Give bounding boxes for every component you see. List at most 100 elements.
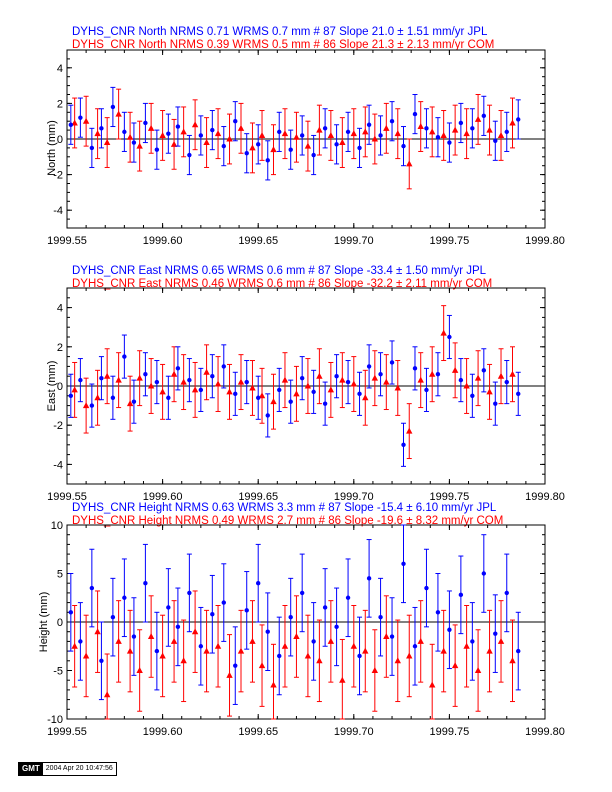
data-point-jpl	[244, 379, 249, 385]
data-point-com	[474, 374, 482, 381]
data-point-com	[474, 115, 482, 122]
data-point-jpl	[221, 143, 226, 149]
y-tick-label: -10	[47, 714, 63, 726]
data-point-com	[94, 394, 101, 401]
x-tick-label: 1999.65	[238, 726, 278, 738]
data-point-com	[440, 131, 447, 138]
y-axis-label: East (mm)	[46, 361, 58, 412]
data-point-jpl	[435, 372, 441, 377]
data-point-com	[191, 121, 199, 128]
data-point-com	[509, 370, 516, 377]
data-point-jpl	[256, 581, 261, 586]
data-point-com	[82, 402, 90, 409]
data-point-jpl	[345, 379, 351, 385]
data-point-jpl	[122, 354, 127, 359]
data-point-com	[170, 637, 178, 644]
data-point-jpl	[435, 610, 441, 615]
data-point-jpl	[470, 126, 475, 131]
data-point-com	[103, 139, 111, 146]
y-axis-label: Height (mm)	[38, 592, 50, 653]
data-point-com	[316, 372, 323, 379]
data-point-jpl	[481, 113, 487, 119]
data-point-jpl	[447, 627, 452, 632]
x-tick-label: 1999.65	[238, 235, 278, 247]
data-point-jpl	[122, 595, 127, 600]
data-point-com	[394, 384, 401, 391]
data-point-jpl	[458, 120, 464, 126]
x-tick-label: 1999.55	[47, 491, 87, 503]
data-point-jpl	[516, 648, 521, 654]
data-point-jpl	[493, 631, 498, 636]
data-point-jpl	[244, 608, 249, 613]
data-point-com	[463, 382, 470, 389]
data-point-com	[417, 637, 424, 644]
data-point-jpl	[89, 585, 95, 591]
data-point-jpl	[233, 119, 238, 124]
data-point-com	[406, 427, 413, 434]
data-point-com	[383, 633, 390, 640]
x-tick-label: 1999.65	[238, 491, 278, 503]
data-point-com	[362, 647, 369, 654]
data-point-com	[136, 374, 143, 381]
data-point-com	[440, 329, 447, 336]
data-point-jpl	[322, 401, 328, 406]
data-point-com	[451, 126, 459, 133]
data-point-com	[214, 642, 222, 649]
data-point-jpl	[493, 401, 498, 406]
data-point-com	[509, 119, 516, 126]
data-point-jpl	[334, 374, 339, 379]
data-point-jpl	[233, 663, 238, 668]
y-tick-label: -2	[53, 420, 63, 432]
data-point-com	[270, 398, 277, 405]
data-point-com	[71, 642, 78, 649]
data-point-jpl	[311, 389, 316, 395]
data-point-jpl	[504, 129, 509, 135]
panel-north: DYHS_CNR North NRMS 0.71 WRMS 0.7 mm # 8…	[46, 26, 565, 247]
data-point-com	[327, 131, 335, 138]
data-point-jpl	[288, 147, 293, 152]
data-point-jpl	[198, 133, 204, 138]
data-point-jpl	[99, 126, 104, 131]
data-point-jpl	[334, 624, 339, 630]
data-point-com	[191, 386, 199, 393]
timestamp: 2004 Apr 20 10:47:56	[42, 763, 116, 775]
data-point-jpl	[99, 658, 104, 663]
data-point-com	[497, 637, 505, 644]
data-point-com	[417, 123, 424, 130]
data-point-jpl	[458, 592, 464, 598]
data-point-jpl	[244, 151, 249, 156]
data-point-com	[463, 130, 470, 137]
data-point-com	[147, 124, 155, 131]
data-point-com	[82, 652, 90, 659]
y-tick-label: -4	[53, 459, 63, 471]
data-point-jpl	[221, 364, 226, 369]
data-point-jpl	[516, 391, 521, 397]
data-point-com	[237, 647, 245, 654]
title-line-jpl: DYHS_CNR Height NRMS 0.63 WRMS 3.3 mm # …	[72, 502, 497, 514]
title-line-com: DYHS_CNR Height NRMS 0.49 WRMS 2.7 mm # …	[72, 515, 503, 527]
data-point-com	[71, 119, 78, 126]
data-point-com	[428, 681, 436, 688]
data-point-com	[237, 378, 245, 385]
data-point-com	[258, 392, 266, 399]
data-point-com	[371, 374, 379, 381]
y-tick-label: -2	[53, 170, 63, 182]
y-tick-label: 0	[57, 381, 63, 393]
data-point-com	[293, 390, 300, 397]
data-point-com	[497, 131, 505, 138]
data-point-com	[440, 647, 447, 654]
panel-height: DYHS_CNR Height NRMS 0.63 WRMS 3.3 mm # …	[38, 502, 565, 738]
data-point-com	[406, 160, 413, 167]
data-point-jpl	[143, 120, 148, 126]
data-point-com	[383, 124, 390, 131]
data-point-com	[486, 647, 493, 654]
data-point-jpl	[256, 395, 261, 400]
data-point-com	[406, 652, 413, 659]
data-point-jpl	[166, 131, 171, 136]
data-point-jpl	[277, 653, 282, 659]
data-point-com	[147, 633, 155, 640]
data-point-jpl	[435, 135, 441, 140]
data-point-jpl	[481, 571, 487, 576]
x-tick-label: 1999.55	[47, 726, 87, 738]
data-point-com	[159, 131, 166, 138]
